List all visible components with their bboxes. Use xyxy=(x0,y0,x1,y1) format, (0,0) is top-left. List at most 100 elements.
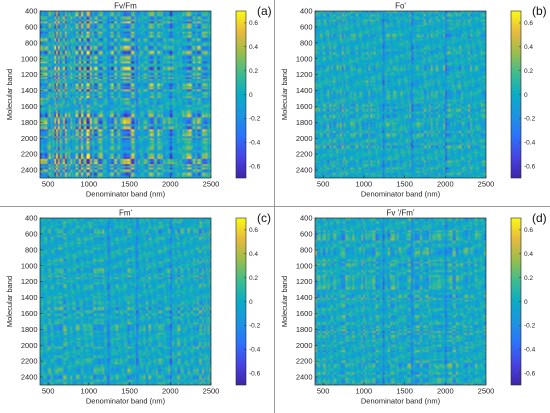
y-tick-label: 600 xyxy=(25,230,38,239)
colorbar-tick-label: 0.2 xyxy=(524,275,533,282)
y-tick-label: 2400 xyxy=(21,373,38,382)
y-tick-label: 2000 xyxy=(21,134,38,143)
y-tick-label: 2200 xyxy=(21,357,38,366)
x-tick-label: 1000 xyxy=(356,387,373,396)
x-tick-label: 1500 xyxy=(396,387,413,396)
x-tick-label: 1000 xyxy=(81,180,98,189)
y-tick-label: 600 xyxy=(300,23,313,32)
y-tick-label: 1600 xyxy=(296,102,313,111)
panel-label: (d) xyxy=(532,211,547,225)
x-tick-label: 2000 xyxy=(162,180,179,189)
colorbar-tick-label: 0.4 xyxy=(524,251,533,258)
y-tick-label: 1000 xyxy=(296,54,313,63)
x-tick-label: 2000 xyxy=(437,387,454,396)
y-tick-label: 1000 xyxy=(296,261,313,270)
x-tick-label: 1500 xyxy=(121,180,138,189)
heatmap-cells xyxy=(315,218,486,385)
colorbar-tick-label: 0.6 xyxy=(249,20,258,27)
colorbar-tick-label: 0.2 xyxy=(249,68,258,75)
colorbar-tick-label: 0.2 xyxy=(524,68,533,75)
x-tick-label: 2500 xyxy=(203,387,220,396)
colorbar-tick-label: 0 xyxy=(524,92,528,99)
colorbar-tick-label: -0.2 xyxy=(249,116,261,123)
chart-panel-a: Fv/Fm (a) 500 1000 1500 2000 2500 400 600 800 1000… xyxy=(5,2,272,199)
x-tick-label: 2500 xyxy=(478,387,495,396)
plot-frame xyxy=(314,217,487,386)
x-axis-label: Denominator band (nm) xyxy=(86,397,166,406)
x-tick-label: 2500 xyxy=(478,180,495,189)
y-tick-label: 2400 xyxy=(296,166,313,175)
heatmap-cells xyxy=(40,218,211,385)
x-axis-label: Denominator band (nm) xyxy=(361,397,441,406)
y-tick-label: 2000 xyxy=(296,341,313,350)
y-axis-label: Molecular band xyxy=(280,69,289,120)
colorbar-tick-label: -0.2 xyxy=(249,323,261,330)
chart-title: Fv/Fm xyxy=(114,2,137,11)
x-axis-label: Denominator band (nm) xyxy=(86,190,166,199)
colorbar-tick-label: -0.2 xyxy=(524,323,536,330)
x-tick-label: 2000 xyxy=(437,180,454,189)
x-tick-label: 1000 xyxy=(81,387,98,396)
y-axis-label: Molecular band xyxy=(5,69,14,120)
y-tick-label: 1800 xyxy=(21,325,38,334)
y-tick-label: 400 xyxy=(25,214,38,223)
y-tick-label: 2000 xyxy=(21,341,38,350)
colorbar-tick-label: 0 xyxy=(249,299,253,306)
x-tick-label: 1500 xyxy=(396,180,413,189)
colorbar-tick-label: -0.4 xyxy=(249,140,261,147)
y-tick-label: 800 xyxy=(300,245,313,254)
chart-title: Fv '/Fm' xyxy=(387,209,415,218)
y-tick-label: 1200 xyxy=(296,70,313,79)
x-tick-label: 2000 xyxy=(162,387,179,396)
colorbar-tick-label: 0.4 xyxy=(249,251,258,258)
y-tick-label: 2400 xyxy=(21,166,38,175)
colorbar-tick-label: -0.6 xyxy=(249,370,261,377)
plot-frame xyxy=(39,217,212,386)
y-tick-label: 800 xyxy=(25,245,38,254)
y-tick-label: 1800 xyxy=(296,325,313,334)
panel-label: (c) xyxy=(257,211,271,225)
y-tick-label: 1000 xyxy=(21,261,38,270)
y-tick-label: 1400 xyxy=(296,86,313,95)
colorbar-tick-label: 0.6 xyxy=(249,227,258,234)
y-tick-label: 1400 xyxy=(296,293,313,302)
y-tick-label: 2000 xyxy=(296,134,313,143)
x-tick-label: 500 xyxy=(42,387,55,396)
panel-label: (b) xyxy=(532,4,547,18)
chart-title: Fm' xyxy=(119,209,133,218)
colorbar-tick-label: -0.6 xyxy=(524,370,536,377)
colorbar-tick-label: -0.4 xyxy=(524,140,536,147)
x-tick-label: 500 xyxy=(317,387,330,396)
colorbar-tick-label: 0 xyxy=(524,299,528,306)
x-axis-label: Denominator band (nm) xyxy=(361,190,441,199)
x-tick-label: 1500 xyxy=(121,387,138,396)
chart-title: Fo' xyxy=(395,2,406,11)
y-tick-label: 1400 xyxy=(21,293,38,302)
y-tick-label: 600 xyxy=(300,230,313,239)
y-tick-label: 2200 xyxy=(21,150,38,159)
y-tick-label: 1800 xyxy=(296,118,313,127)
x-tick-label: 1000 xyxy=(356,180,373,189)
heatmap-cells xyxy=(40,11,211,178)
colorbar-tick-label: 0 xyxy=(249,92,253,99)
colorbar-tick-label: 0.4 xyxy=(524,44,533,51)
y-tick-label: 2200 xyxy=(296,357,313,366)
colorbar-tick-label: -0.2 xyxy=(524,116,536,123)
colorbar-tick-label: 0.4 xyxy=(249,44,258,51)
y-tick-label: 400 xyxy=(300,7,313,16)
y-tick-label: 1600 xyxy=(296,309,313,318)
colorbar-tick-label: -0.6 xyxy=(524,163,536,170)
y-tick-label: 1800 xyxy=(21,118,38,127)
y-tick-label: 2400 xyxy=(296,373,313,382)
colorbar-tick-label: -0.4 xyxy=(249,347,261,354)
y-tick-label: 1600 xyxy=(21,309,38,318)
y-tick-label: 2200 xyxy=(296,150,313,159)
plot-frame xyxy=(314,10,487,179)
chart-panel-d: Fv '/Fm' (d) 500 1000 1500 2000 2500 400 600 800 1… xyxy=(280,209,547,406)
y-tick-label: 800 xyxy=(300,38,313,47)
y-tick-label: 1200 xyxy=(21,70,38,79)
heatmap-cells xyxy=(315,11,486,178)
colorbar-tick-label: 0.6 xyxy=(524,227,533,234)
colorbar-tick-label: -0.6 xyxy=(249,163,261,170)
